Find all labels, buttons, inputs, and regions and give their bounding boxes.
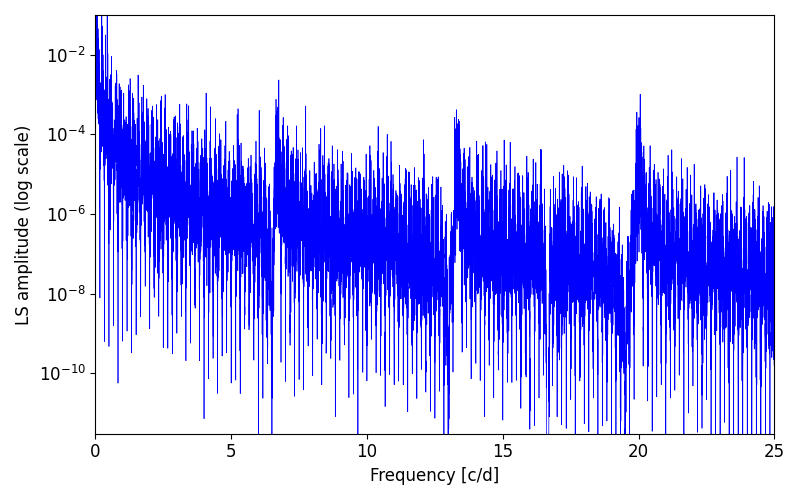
X-axis label: Frequency [c/d]: Frequency [c/d] xyxy=(370,467,499,485)
Y-axis label: LS amplitude (log scale): LS amplitude (log scale) xyxy=(15,124,33,324)
